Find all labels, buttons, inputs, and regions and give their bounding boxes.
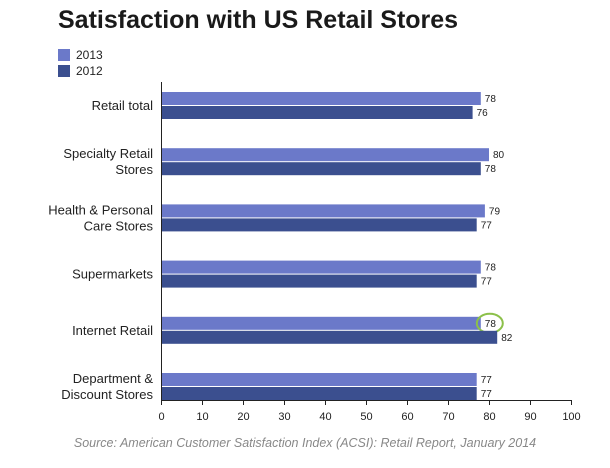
category-label-line: Specialty Retail — [63, 146, 153, 161]
bar-department-discount-stores-2012 — [162, 387, 477, 400]
chart-title: Satisfaction with US Retail Stores — [58, 6, 459, 34]
bar-health-personal-care-stores-2012 — [162, 218, 477, 232]
value-label-health-personal-care-stores-2013: 79 — [489, 206, 501, 217]
value-label-department-discount-stores-2013: 77 — [481, 375, 493, 386]
category-label-specialty-retail-stores: Specialty Retail Stores — [63, 146, 153, 177]
x-tick-label-0: 0 — [158, 411, 164, 423]
category-label-retail-total: Retail total — [92, 98, 154, 113]
bar-retail-total-2013 — [162, 92, 481, 105]
category-label-department-discount-stores: Department & Discount Stores — [61, 371, 153, 402]
legend-item-2013: 2013 — [58, 48, 103, 62]
value-label-specialty-retail-stores-2013: 80 — [493, 150, 505, 161]
category-label-line: Discount Stores — [61, 387, 153, 402]
bar-specialty-retail-stores-2013 — [162, 148, 489, 162]
value-label-internet-retail-2013: 78 — [485, 319, 497, 330]
category-label-line: Stores — [115, 162, 153, 177]
category-label-internet-retail: Internet Retail — [72, 323, 153, 338]
bar-department-discount-stores-2013 — [162, 373, 477, 386]
legend-item-2012: 2012 — [58, 64, 103, 78]
legend-label-2013: 2013 — [76, 48, 103, 62]
legend-label-2012: 2012 — [76, 64, 103, 78]
category-label-line: Internet Retail — [72, 323, 153, 338]
bar-supermarkets-2013 — [162, 260, 481, 274]
bar-specialty-retail-stores-2012 — [162, 162, 481, 176]
value-label-supermarkets-2013: 78 — [485, 263, 497, 274]
x-tick-label-30: 30 — [278, 411, 290, 423]
value-label-internet-retail-2012: 82 — [501, 333, 513, 344]
x-tick-label-70: 70 — [442, 411, 454, 423]
x-tick-label-80: 80 — [483, 411, 495, 423]
category-label-health-personal-care-stores: Health & Personal Care Stores — [48, 202, 153, 233]
value-label-department-discount-stores-2012: 77 — [481, 389, 493, 400]
value-label-supermarkets-2012: 77 — [481, 277, 493, 288]
category-label-line: Care Stores — [84, 218, 154, 233]
x-tick-label-100: 100 — [562, 411, 580, 423]
value-label-health-personal-care-stores-2012: 77 — [481, 220, 493, 231]
bar-supermarkets-2012 — [162, 274, 477, 288]
category-label-line: Retail total — [92, 98, 154, 113]
category-label-supermarkets: Supermarkets — [72, 267, 153, 282]
bar-internet-retail-2013 — [162, 316, 481, 330]
value-label-specialty-retail-stores-2012: 78 — [485, 164, 497, 175]
bar-internet-retail-2012 — [162, 330, 498, 344]
value-label-retail-total-2012: 76 — [477, 108, 489, 119]
legend-swatch-2012 — [58, 65, 70, 77]
x-tick-label-10: 10 — [196, 411, 208, 423]
legend-swatch-2013 — [58, 49, 70, 61]
x-tick-label-60: 60 — [401, 411, 413, 423]
bar-health-personal-care-stores-2013 — [162, 204, 485, 218]
category-label-line: Supermarkets — [72, 267, 153, 282]
source-note: Source: American Customer Satisfaction I… — [73, 436, 537, 450]
category-label-line: Health & Personal — [48, 202, 153, 217]
x-tick-label-20: 20 — [237, 411, 249, 423]
value-label-retail-total-2013: 78 — [485, 94, 497, 105]
x-tick-label-50: 50 — [360, 411, 372, 423]
x-tick-label-90: 90 — [524, 411, 536, 423]
bar-retail-total-2012 — [162, 106, 473, 119]
category-label-line: Department & — [73, 371, 154, 386]
x-tick-label-40: 40 — [319, 411, 331, 423]
